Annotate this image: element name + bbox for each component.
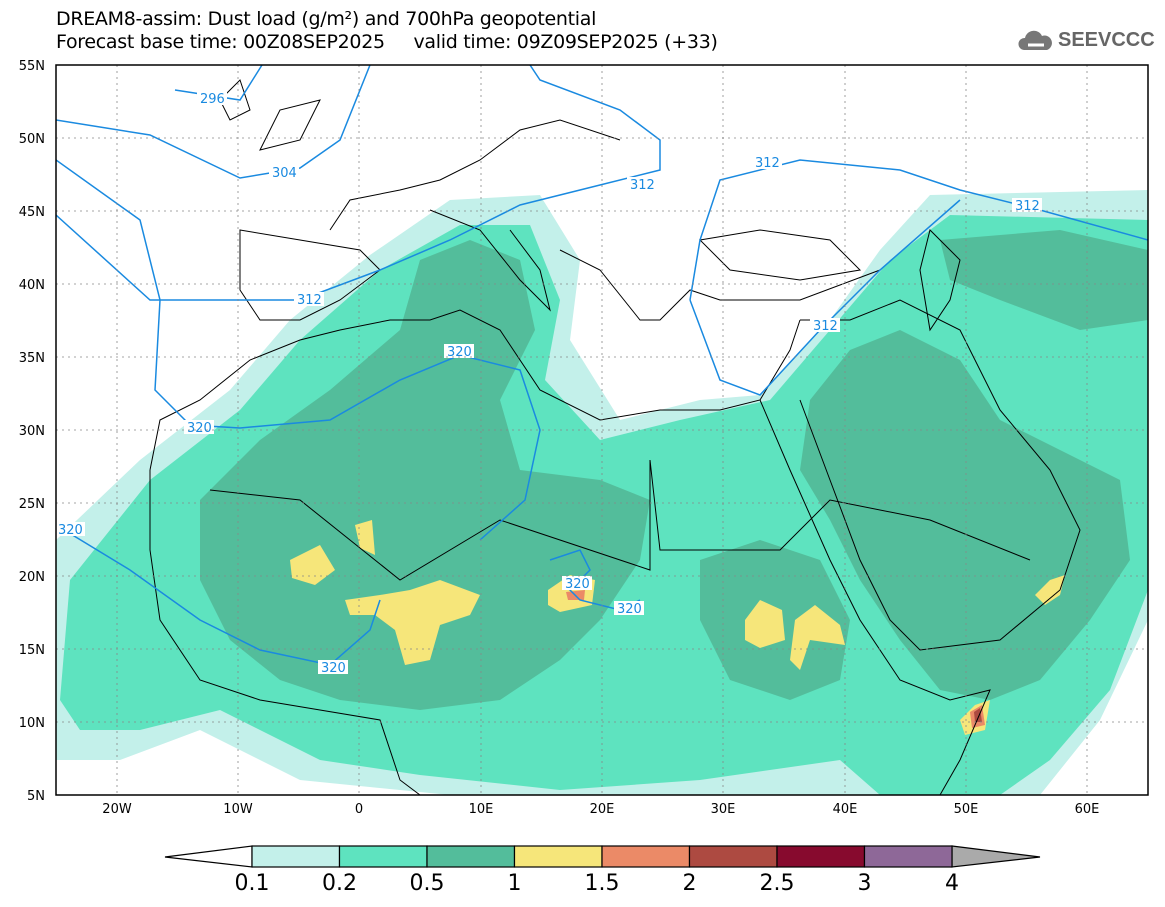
colorbar-swatch <box>688 845 778 868</box>
colorbar-over-arrow <box>951 845 1041 868</box>
lon-label: 60E <box>1075 802 1100 817</box>
lat-label: 15N <box>19 643 45 658</box>
colorbar-swatch <box>426 845 516 868</box>
colorbar-label: 4 <box>945 871 959 896</box>
svg-text:320: 320 <box>565 577 590 592</box>
lon-label: 40E <box>833 802 858 817</box>
svg-text:312: 312 <box>813 319 838 334</box>
dust-0.5 <box>200 240 650 710</box>
svg-text:312: 312 <box>755 156 780 171</box>
lat-label: 40N <box>19 278 45 293</box>
geopotential-contours <box>56 65 1148 666</box>
colorbar-label: 1 <box>507 871 522 896</box>
colorbar-swatch <box>863 845 953 868</box>
lat-label: 45N <box>19 205 45 220</box>
svg-text:320: 320 <box>321 661 346 676</box>
colorbar-swatch <box>513 845 603 868</box>
dust-2-patch <box>974 708 982 722</box>
cloud-icon <box>1018 30 1052 50</box>
lat-axis: 55N 50N 45N 40N 35N 30N 25N 20N 15N 10N … <box>19 59 45 804</box>
lat-label: 10N <box>19 716 45 731</box>
map-frame <box>55 64 1149 796</box>
map-title: DREAM8-assim: Dust load (g/m²) and 700hP… <box>56 8 597 30</box>
svg-text:320: 320 <box>58 523 83 538</box>
lat-label: 20N <box>19 570 45 585</box>
lat-label: 50N <box>19 132 45 147</box>
colorbar-label: 3 <box>857 871 872 896</box>
svg-text:296: 296 <box>200 92 225 107</box>
colorbar-swatch <box>338 845 428 868</box>
svg-text:320: 320 <box>187 421 212 436</box>
colorbar-swatch <box>776 845 866 868</box>
svg-text:320: 320 <box>447 345 472 360</box>
colorbar-label: 0.2 <box>322 871 357 896</box>
lon-label: 10W <box>223 802 253 817</box>
map-subtitle: Forecast base time: 00Z08SEP2025 valid t… <box>56 31 718 53</box>
lat-label: 55N <box>19 59 45 74</box>
lat-label: 30N <box>19 424 45 439</box>
dust-0.5 <box>940 230 1148 330</box>
colorbar-label: 2.5 <box>759 871 795 896</box>
dust-shading <box>56 190 1148 795</box>
lat-label: 25N <box>19 497 45 512</box>
colorbar-swatch <box>601 845 691 868</box>
dust-0.5 <box>800 330 1130 700</box>
dust-1-patches <box>290 520 1065 735</box>
logo-text: SEEVCCC <box>1058 28 1155 51</box>
lat-label: 5N <box>27 789 45 804</box>
lon-axis: 20W 10W 0 10E 20E 30E 40E 50E 60E <box>102 802 1099 817</box>
svg-text:304: 304 <box>272 166 297 181</box>
svg-text:312: 312 <box>1015 199 1040 214</box>
contour-labels: 296 304 312 312 312 312 312 320 320 320 … <box>55 91 1042 676</box>
gridlines <box>56 65 1148 795</box>
svg-text:320: 320 <box>617 602 642 617</box>
lat-label: 35N <box>19 351 45 366</box>
colorbar-under-arrow <box>164 845 253 868</box>
colorbar-label: 0.5 <box>409 871 445 896</box>
svg-text:312: 312 <box>297 293 322 308</box>
lon-label: 20E <box>590 802 615 817</box>
lon-label: 50E <box>954 802 979 817</box>
lon-label: 30E <box>711 802 736 817</box>
svg-text:312: 312 <box>630 178 655 193</box>
colorbar-swatch <box>251 845 341 868</box>
seevccc-logo: SEEVCCC <box>1018 28 1155 52</box>
lon-label: 0 <box>355 802 363 817</box>
colorbar <box>164 845 1041 868</box>
colorbar-label: 0.1 <box>234 871 270 896</box>
colorbar-label: 2 <box>682 871 697 896</box>
lon-label: 20W <box>102 802 132 817</box>
coastlines <box>149 79 1081 795</box>
colorbar-label: 1.5 <box>584 871 620 896</box>
lon-label: 10E <box>469 802 494 817</box>
